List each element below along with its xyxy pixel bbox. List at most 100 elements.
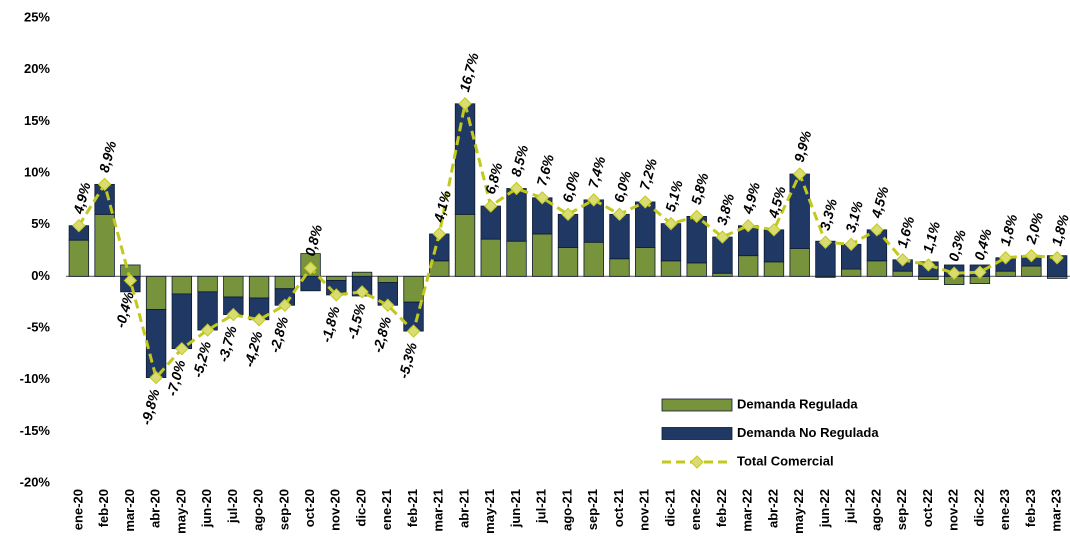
bar: [609, 258, 630, 277]
legend-label: Demanda Regulada: [737, 396, 858, 411]
marker: [278, 298, 292, 312]
bar: [738, 255, 759, 277]
data-label: 7,4%: [585, 154, 609, 189]
marker: [870, 223, 884, 237]
bar: [686, 262, 707, 277]
y-tick-label: 25%: [24, 9, 50, 24]
bar: [866, 260, 888, 277]
x-tick-label: oct-20: [302, 489, 317, 527]
data-label: 4,5%: [868, 184, 892, 220]
x-tick-label: jun-22: [817, 489, 832, 528]
marker: [329, 288, 344, 302]
marker: [381, 298, 395, 312]
x-tick-label: jul-21: [534, 489, 549, 524]
data-label: -0,4%: [112, 290, 137, 330]
x-tick-label: jul-20: [225, 489, 240, 524]
x-tick-label: abr-22: [765, 489, 780, 528]
line: [77, 103, 1058, 381]
data-label: 6,8%: [482, 160, 506, 195]
data-label: 16,7%: [456, 50, 482, 93]
data-label: 3,1%: [842, 199, 866, 234]
data-label: 6,0%: [559, 169, 583, 204]
bar: [506, 240, 527, 277]
x-tick-label: dic-20: [353, 489, 368, 527]
bar: [1021, 265, 1042, 277]
bar: [892, 270, 913, 277]
x-tick-label: feb-20: [96, 489, 111, 527]
marker: [226, 307, 241, 322]
bar: [712, 272, 733, 277]
bar: [68, 239, 90, 277]
x-tick-label: sep-22: [894, 489, 909, 530]
y-tick-label: 20%: [24, 61, 50, 76]
marker: [72, 218, 86, 233]
marker: [638, 195, 652, 209]
marker: [484, 199, 498, 213]
data-label: -5,2%: [189, 339, 214, 379]
x-tick-label: feb-22: [714, 489, 729, 527]
marker: [303, 261, 318, 275]
legend-swatch: [661, 427, 733, 440]
marker: [175, 341, 189, 356]
marker: [612, 207, 627, 222]
data-label: -5,3%: [395, 340, 420, 380]
bar: [557, 246, 579, 277]
x-tick-label: ago-21: [559, 489, 574, 531]
data-label: 4,9%: [739, 180, 763, 216]
x-tick-label: feb-23: [1023, 489, 1038, 527]
bar: [454, 103, 476, 215]
legend-marker: [690, 455, 704, 469]
bar: [635, 246, 656, 277]
bar: [583, 241, 604, 277]
data-label: 8,9%: [96, 139, 120, 174]
x-tick-label: may-22: [791, 489, 806, 534]
data-label: 4,5%: [765, 184, 789, 220]
y-tick-label: 15%: [24, 113, 50, 128]
marker: [123, 273, 138, 288]
legend-label: Demanda No Regulada: [737, 425, 879, 440]
marker: [818, 235, 833, 249]
y-tick-label: 5%: [31, 216, 50, 231]
x-tick-label: may-20: [173, 489, 188, 534]
bar: [454, 213, 476, 277]
data-label: 5,8%: [688, 171, 712, 206]
bar: [840, 268, 862, 277]
bar: [377, 275, 398, 283]
data-label: 0,3%: [945, 227, 969, 262]
marker: [895, 253, 910, 267]
x-tick-label: jun-21: [508, 489, 523, 528]
x-tick-label: ene-22: [688, 489, 703, 530]
data-label: 8,5%: [508, 143, 532, 178]
legend-label: Total Comercial: [737, 453, 834, 468]
marker: [1050, 251, 1064, 265]
bar: [635, 201, 656, 248]
marker: [767, 223, 781, 237]
marker: [844, 237, 858, 252]
data-label: -9,8%: [138, 387, 163, 427]
y-tick-label: -10%: [20, 371, 51, 386]
marker: [458, 97, 472, 111]
bar: [248, 275, 270, 299]
data-label: 2,0%: [1022, 210, 1046, 246]
bar: [763, 261, 785, 277]
marker: [1024, 248, 1039, 263]
x-tick-label: jun-20: [199, 489, 214, 528]
y-tick-label: 10%: [24, 164, 50, 179]
marker: [792, 167, 807, 181]
marker: [587, 193, 601, 207]
marker: [432, 227, 446, 241]
x-tick-label: mar-20: [122, 489, 137, 532]
data-label: -2,8%: [266, 314, 291, 354]
x-tick-label: mar-21: [431, 489, 446, 532]
marker: [149, 370, 163, 385]
marker: [715, 230, 730, 244]
marker: [406, 324, 421, 338]
x-tick-label: jul-22: [843, 489, 858, 524]
bar: [197, 275, 218, 293]
x-tick-label: oct-22: [920, 489, 935, 527]
bar: [403, 275, 424, 303]
data-label: 6,0%: [611, 169, 635, 204]
x-tick-label: nov-22: [946, 489, 961, 531]
y-tick-label: 0%: [31, 268, 50, 283]
